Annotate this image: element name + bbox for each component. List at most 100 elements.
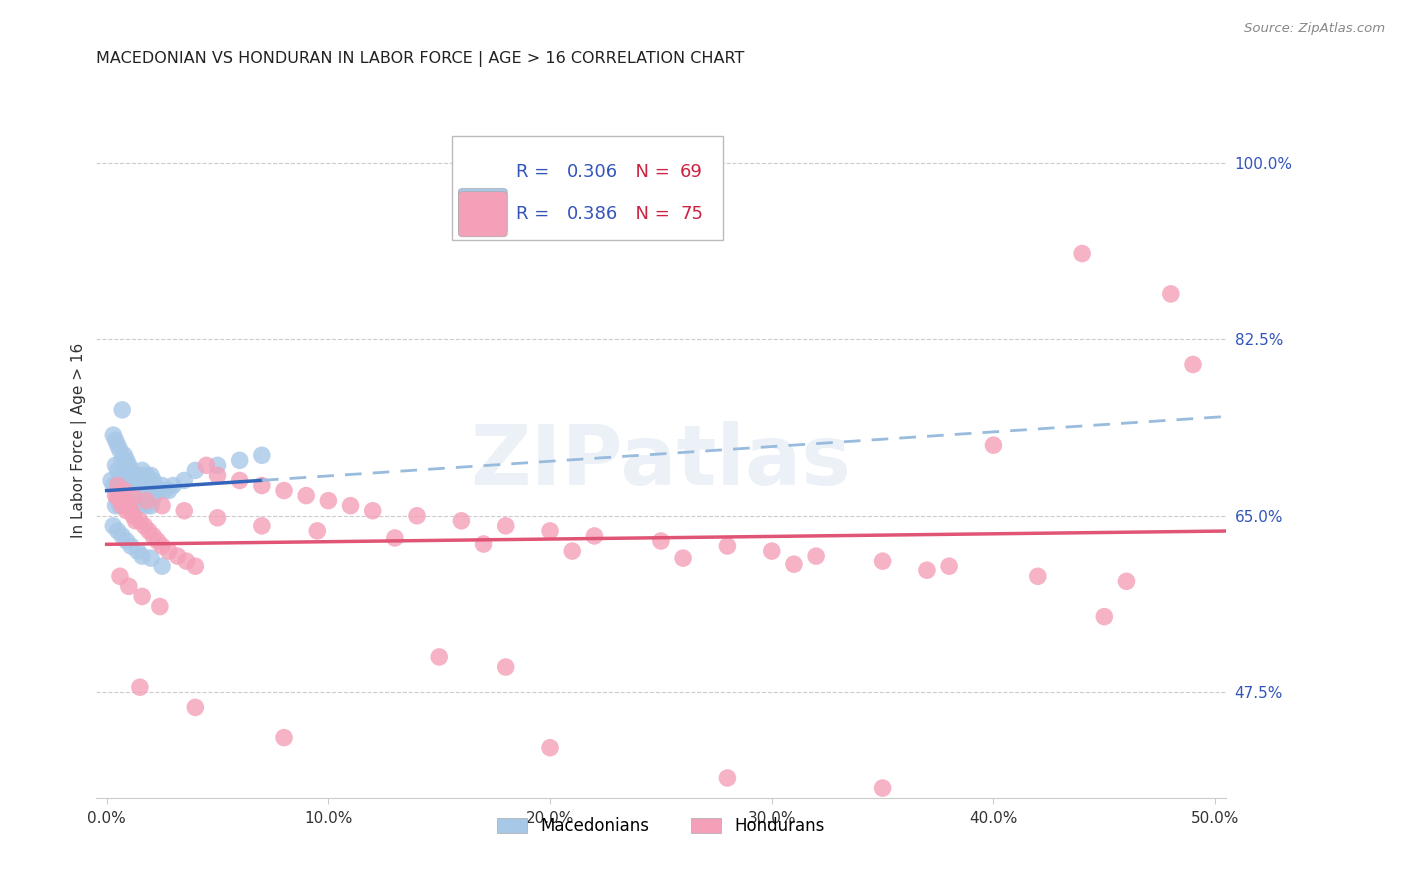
Point bbox=[120, 463, 142, 477]
Point bbox=[162, 478, 184, 492]
Point bbox=[122, 489, 145, 503]
Point bbox=[124, 499, 146, 513]
Point bbox=[273, 731, 295, 745]
Point bbox=[129, 478, 152, 492]
Point bbox=[307, 524, 329, 538]
Point bbox=[173, 504, 195, 518]
Point bbox=[129, 468, 152, 483]
Point bbox=[1115, 574, 1137, 589]
Point bbox=[107, 493, 129, 508]
Point bbox=[146, 483, 169, 498]
FancyBboxPatch shape bbox=[458, 192, 508, 236]
Point bbox=[153, 483, 176, 498]
Point bbox=[184, 463, 207, 477]
Point bbox=[131, 590, 153, 604]
Point bbox=[131, 549, 153, 563]
Point bbox=[112, 493, 135, 508]
Point bbox=[124, 474, 146, 488]
Point bbox=[142, 529, 165, 543]
Point bbox=[872, 780, 894, 795]
Point bbox=[157, 483, 180, 498]
Point bbox=[104, 458, 127, 473]
Text: 75: 75 bbox=[681, 205, 703, 223]
Point bbox=[250, 448, 273, 462]
Point bbox=[135, 493, 157, 508]
Point bbox=[134, 474, 156, 488]
Point bbox=[761, 544, 783, 558]
Point bbox=[716, 539, 738, 553]
Point bbox=[112, 493, 135, 508]
Point bbox=[129, 680, 152, 694]
Point bbox=[561, 544, 583, 558]
Text: MACEDONIAN VS HONDURAN IN LABOR FORCE | AGE > 16 CORRELATION CHART: MACEDONIAN VS HONDURAN IN LABOR FORCE | … bbox=[96, 51, 744, 67]
Point bbox=[104, 433, 127, 447]
Point bbox=[1026, 569, 1049, 583]
Point bbox=[273, 483, 295, 498]
Point bbox=[783, 557, 806, 571]
Point bbox=[115, 504, 138, 518]
Point bbox=[118, 463, 141, 477]
Point bbox=[228, 453, 250, 467]
Y-axis label: In Labor Force | Age > 16: In Labor Force | Age > 16 bbox=[72, 343, 87, 538]
Point bbox=[120, 468, 142, 483]
Point bbox=[103, 428, 125, 442]
Point bbox=[716, 771, 738, 785]
Point bbox=[108, 443, 131, 458]
Point bbox=[650, 533, 672, 548]
Point bbox=[250, 478, 273, 492]
Point bbox=[111, 453, 134, 467]
Point bbox=[107, 489, 129, 503]
Point bbox=[427, 649, 450, 664]
Legend: Macedonians, Hondurans: Macedonians, Hondurans bbox=[489, 809, 834, 844]
Point bbox=[983, 438, 1005, 452]
Point bbox=[495, 519, 517, 533]
FancyBboxPatch shape bbox=[451, 136, 723, 240]
Point bbox=[120, 499, 142, 513]
Point bbox=[127, 478, 149, 492]
Point bbox=[139, 468, 162, 483]
Point bbox=[115, 453, 138, 467]
Point bbox=[122, 508, 145, 523]
Point bbox=[938, 559, 960, 574]
Point bbox=[1160, 286, 1182, 301]
Point bbox=[135, 468, 157, 483]
FancyBboxPatch shape bbox=[458, 188, 508, 234]
Point bbox=[150, 559, 173, 574]
Point bbox=[872, 554, 894, 568]
Point bbox=[115, 533, 138, 548]
Point bbox=[138, 524, 160, 538]
Point bbox=[672, 551, 695, 566]
Point bbox=[122, 474, 145, 488]
Point bbox=[112, 448, 135, 462]
Point bbox=[108, 468, 131, 483]
Point bbox=[184, 700, 207, 714]
Point bbox=[118, 458, 141, 473]
Point bbox=[129, 514, 152, 528]
Point bbox=[127, 544, 149, 558]
Point bbox=[146, 533, 169, 548]
Point bbox=[139, 551, 162, 566]
Point bbox=[150, 499, 173, 513]
Point bbox=[472, 537, 495, 551]
Point bbox=[103, 478, 125, 492]
Point bbox=[138, 478, 160, 492]
Text: 0.386: 0.386 bbox=[567, 205, 619, 223]
Point bbox=[139, 499, 162, 513]
Point bbox=[583, 529, 606, 543]
Point bbox=[107, 478, 129, 492]
Point bbox=[118, 579, 141, 593]
Point bbox=[166, 549, 188, 563]
Point bbox=[112, 463, 135, 477]
Point bbox=[207, 468, 229, 483]
Point bbox=[361, 504, 384, 518]
Point bbox=[1071, 246, 1094, 260]
Point bbox=[131, 463, 153, 477]
Point bbox=[1182, 358, 1205, 372]
Point bbox=[124, 514, 146, 528]
Point bbox=[228, 474, 250, 488]
Point bbox=[804, 549, 827, 563]
Point bbox=[115, 468, 138, 483]
Text: 69: 69 bbox=[681, 162, 703, 180]
Point bbox=[122, 499, 145, 513]
Point bbox=[538, 740, 561, 755]
